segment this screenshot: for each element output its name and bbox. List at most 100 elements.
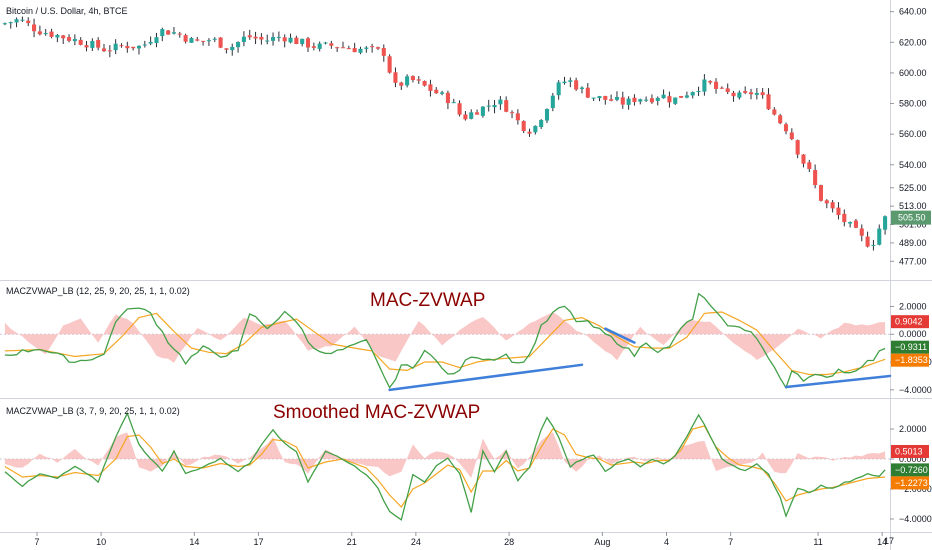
candle[interactable] <box>352 42 357 53</box>
candle[interactable] <box>626 96 631 110</box>
candle[interactable] <box>218 37 223 49</box>
candle[interactable] <box>78 37 83 46</box>
candle[interactable] <box>101 43 107 52</box>
candle[interactable] <box>801 154 806 168</box>
candle[interactable] <box>778 113 783 125</box>
candle[interactable] <box>265 34 270 45</box>
candle[interactable] <box>294 35 299 45</box>
candle[interactable] <box>818 184 824 202</box>
candle[interactable] <box>329 40 334 49</box>
candle[interactable] <box>142 40 147 48</box>
candle[interactable] <box>241 31 246 47</box>
candle[interactable] <box>393 67 398 88</box>
candle[interactable] <box>585 83 590 99</box>
candle[interactable] <box>509 110 515 119</box>
candle[interactable] <box>113 39 118 55</box>
candle[interactable] <box>177 31 182 38</box>
candle[interactable] <box>434 87 439 94</box>
candle[interactable] <box>469 109 474 120</box>
candle[interactable] <box>66 34 72 43</box>
candle[interactable] <box>14 17 19 28</box>
candle[interactable] <box>638 98 643 105</box>
candle[interactable] <box>719 86 724 89</box>
candle[interactable] <box>463 111 468 121</box>
candle[interactable] <box>556 80 561 100</box>
candle[interactable] <box>748 88 754 100</box>
candle[interactable] <box>375 46 381 50</box>
candle[interactable] <box>236 41 241 53</box>
candle[interactable] <box>603 95 608 105</box>
candle[interactable] <box>609 94 614 102</box>
candle[interactable] <box>830 200 835 213</box>
candle[interactable] <box>515 109 520 125</box>
candle[interactable] <box>305 36 311 53</box>
candle[interactable] <box>679 95 684 98</box>
candle[interactable] <box>32 18 37 38</box>
candle[interactable] <box>807 159 812 173</box>
candle[interactable] <box>848 221 853 228</box>
smoothed-mac-zvwap-pane[interactable]: 2.00000.0000−2.0000−4.00000.5013−0.7260−… <box>0 411 932 524</box>
candle[interactable] <box>247 29 252 40</box>
candle[interactable] <box>737 90 742 100</box>
candle[interactable] <box>702 74 707 96</box>
candle[interactable] <box>2 22 7 26</box>
candle[interactable] <box>813 164 818 189</box>
candle[interactable] <box>673 97 678 105</box>
candle[interactable] <box>8 21 13 29</box>
candle[interactable] <box>795 139 800 159</box>
candle[interactable] <box>842 209 847 227</box>
candle[interactable] <box>212 37 217 42</box>
candle[interactable] <box>574 77 579 91</box>
candle[interactable] <box>772 107 777 116</box>
candle[interactable] <box>853 218 858 229</box>
candle[interactable] <box>597 95 602 102</box>
candle[interactable] <box>865 231 870 248</box>
candle[interactable] <box>451 98 456 104</box>
candle[interactable] <box>877 224 882 246</box>
candle[interactable] <box>725 83 730 95</box>
candle[interactable] <box>119 43 124 48</box>
candle[interactable] <box>661 89 666 99</box>
candle[interactable] <box>346 45 351 50</box>
candle[interactable] <box>253 31 258 45</box>
signal-line[interactable] <box>4 425 886 508</box>
candle[interactable] <box>335 46 340 52</box>
candle[interactable] <box>61 34 66 44</box>
candle[interactable] <box>317 41 322 52</box>
candle[interactable] <box>224 48 229 54</box>
candle[interactable] <box>282 34 287 48</box>
candle[interactable] <box>760 88 765 99</box>
candle[interactable] <box>428 79 433 97</box>
candle[interactable] <box>72 34 77 46</box>
candle[interactable] <box>189 37 194 43</box>
candle[interactable] <box>614 91 619 102</box>
candle[interactable] <box>871 239 876 251</box>
candle[interactable] <box>696 86 701 97</box>
candle[interactable] <box>836 202 841 220</box>
candle[interactable] <box>20 16 25 22</box>
candle[interactable] <box>206 38 211 46</box>
price-pane[interactable]: 640.00 620.00 600.00 580.00 560.00 540.00 525.… <box>2 7 931 267</box>
candle[interactable] <box>498 96 503 110</box>
candle[interactable] <box>684 91 689 99</box>
candle[interactable] <box>457 100 462 117</box>
candle[interactable] <box>276 31 281 42</box>
candle[interactable] <box>754 88 759 100</box>
candle[interactable] <box>655 96 660 106</box>
candle[interactable] <box>358 46 363 55</box>
candle[interactable] <box>591 97 596 102</box>
candle[interactable] <box>533 125 538 135</box>
candle[interactable] <box>521 120 526 133</box>
candle[interactable] <box>445 90 450 110</box>
candle[interactable] <box>824 199 829 209</box>
trendline[interactable] <box>604 327 636 344</box>
candle[interactable] <box>340 41 346 49</box>
mac-zvwap-pane[interactable]: 2.00000.0000−2.0000−4.00000.9042−0.9311−… <box>0 292 932 395</box>
candle[interactable] <box>90 38 95 51</box>
candle[interactable] <box>370 43 375 53</box>
macd-line[interactable] <box>4 292 886 390</box>
candle[interactable] <box>480 106 485 118</box>
candle[interactable] <box>288 33 293 44</box>
candle[interactable] <box>300 38 305 47</box>
